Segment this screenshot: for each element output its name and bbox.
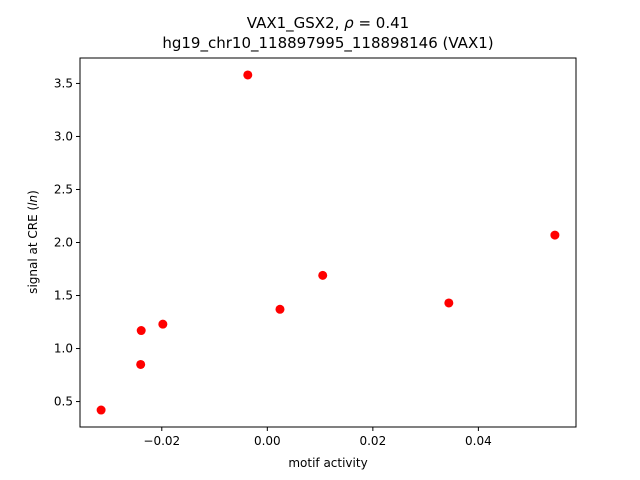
data-point xyxy=(318,270,328,280)
y-tick-label: 0.5 xyxy=(54,395,73,409)
plot-area-frame xyxy=(79,57,577,428)
y-tick-label: 3.0 xyxy=(54,129,73,143)
chart-title-line1: VAX1_GSX2, ρ = 0.41 xyxy=(247,14,409,33)
y-axis-label: signal at CRE (ln) xyxy=(26,190,40,294)
data-point xyxy=(158,319,168,329)
chart-title-line2: hg19_chr10_118897995_118898146 (VAX1) xyxy=(162,34,493,53)
x-tick-label: 0.02 xyxy=(359,434,386,448)
data-point xyxy=(136,326,146,336)
x-tick-label: 0.00 xyxy=(254,434,281,448)
x-axis-label: motif activity xyxy=(288,456,367,470)
y-tick-label: 1.5 xyxy=(54,289,73,303)
data-point xyxy=(550,230,560,240)
y-tick-label: 2.5 xyxy=(54,182,73,196)
y-tick-label: 1.0 xyxy=(54,342,73,356)
y-axis-ticks: 0.5 1.0 1.5 2.0 2.5 3.0 3.5 xyxy=(54,76,80,409)
data-point xyxy=(444,298,454,308)
x-axis-ticks: −0.02 0.00 0.02 0.04 xyxy=(143,427,492,448)
data-point xyxy=(96,405,106,415)
y-tick-label: 2.0 xyxy=(54,236,73,250)
y-tick-label: 3.5 xyxy=(54,76,73,90)
data-point xyxy=(136,359,146,369)
x-tick-label: 0.04 xyxy=(465,434,492,448)
data-points xyxy=(96,70,560,415)
data-point xyxy=(243,70,253,80)
x-tick-label: −0.02 xyxy=(143,434,180,448)
data-point xyxy=(275,304,285,314)
